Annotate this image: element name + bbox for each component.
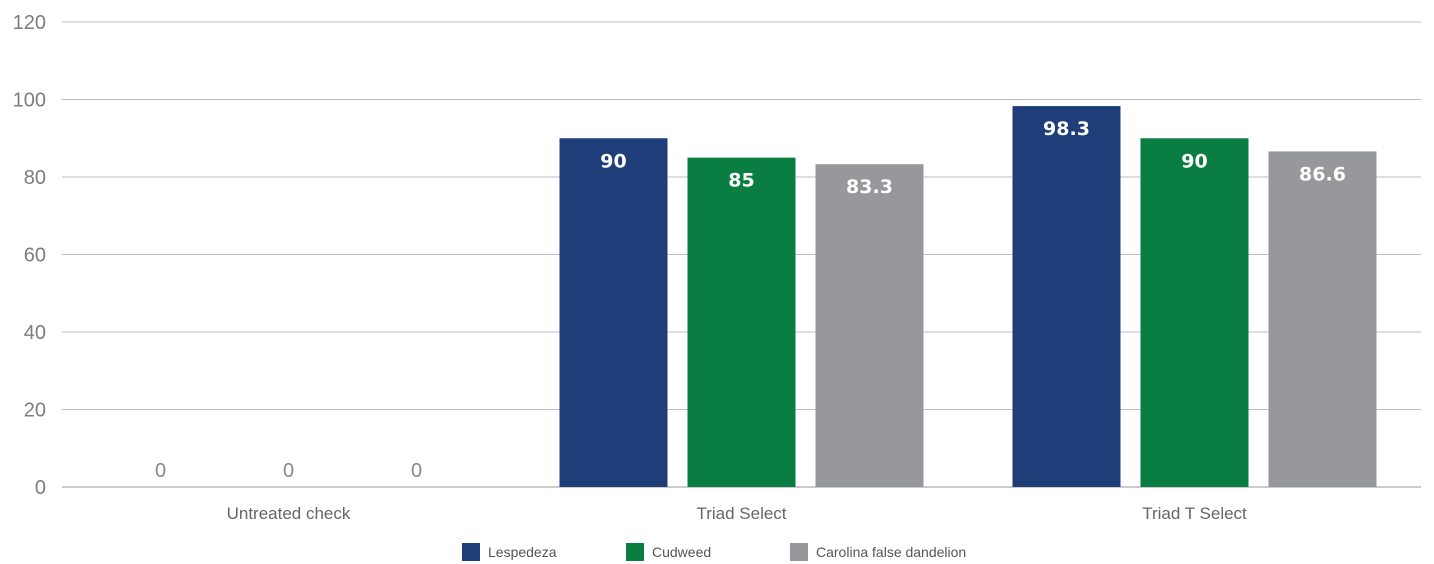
y-tick-label: 60 (24, 245, 46, 267)
data-label: 0 (283, 460, 294, 482)
y-tick-label: 80 (24, 167, 46, 189)
y-tick-label: 20 (24, 400, 46, 422)
data-labels: 0 0 0 90 85 83.3 98.3 90 86.6 (155, 118, 1346, 482)
y-tick-label: 0 (35, 477, 46, 499)
data-label: 85 (728, 170, 754, 192)
data-label: 83.3 (846, 176, 893, 198)
bars (559, 106, 1377, 488)
bar (815, 164, 924, 487)
y-tick-label: 40 (24, 322, 46, 344)
x-tick-label: Triad T Select (1142, 504, 1247, 523)
bar (559, 138, 668, 487)
legend-swatch (462, 543, 480, 561)
data-label: 0 (155, 460, 166, 482)
legend-label: Cudweed (652, 544, 711, 560)
data-label: 98.3 (1043, 118, 1090, 140)
bar (1268, 151, 1377, 488)
bar (1140, 138, 1249, 487)
legend-swatch (626, 543, 644, 561)
x-tick-label: Untreated check (227, 504, 351, 523)
data-label: 86.6 (1299, 163, 1346, 185)
y-tick-label: 120 (13, 12, 46, 34)
legend-label: Lespedeza (488, 544, 557, 560)
x-axis: Untreated check Triad Select Triad T Selec… (227, 504, 1247, 523)
x-tick-label: Triad Select (696, 504, 786, 523)
y-tick-label: 100 (13, 90, 46, 112)
bar (1012, 106, 1121, 488)
legend-swatch (790, 543, 808, 561)
data-label: 90 (600, 150, 626, 172)
data-label: 90 (1181, 150, 1207, 172)
legend-label: Carolina false dandelion (816, 544, 966, 560)
data-label: 0 (411, 460, 422, 482)
y-axis: 0 20 40 60 80 100 120 (13, 12, 46, 499)
legend: Lespedeza Cudweed Carolina false dandelion (462, 543, 966, 561)
bar (687, 157, 796, 487)
